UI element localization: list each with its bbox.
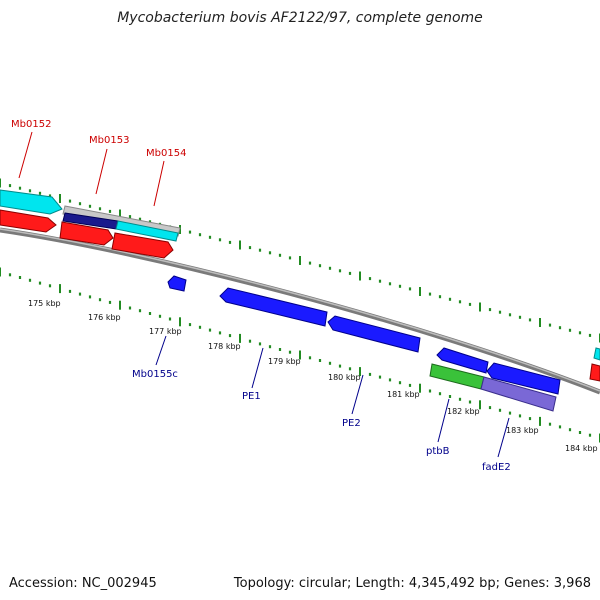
kbp-label: 184 kbp — [565, 444, 598, 453]
gene-cyan-1[interactable] — [0, 189, 63, 215]
kbp-label: 178 kbp — [208, 342, 241, 351]
gene-red-2[interactable] — [59, 221, 114, 246]
gene-mb0154-cyan[interactable] — [115, 220, 179, 242]
kbp-label: 182 kbp — [447, 407, 480, 416]
genome-backbone-highlight — [0, 228, 600, 392]
gene-ptbb-blue[interactable] — [436, 347, 489, 374]
gene-red-1[interactable] — [0, 209, 57, 233]
kbp-labels: 175 kbp 176 kbp 177 kbp 178 kbp 179 kbp … — [28, 299, 598, 453]
kbp-label: 175 kbp — [28, 299, 61, 308]
gene-label-mb0155c[interactable]: Mb0155c — [132, 369, 178, 380]
map-title: Mycobacterium bovis AF2122/97, complete … — [117, 10, 483, 26]
genome-backbone — [0, 227, 600, 395]
gene-label-mb0152[interactable]: Mb0152 — [11, 119, 51, 130]
kbp-label: 183 kbp — [506, 426, 539, 435]
kbp-label: 179 kbp — [268, 357, 301, 366]
reverse-gene-labels: Mb0155c PE1 PE2 ptbB fadE2 — [132, 335, 511, 473]
gene-red-3[interactable] — [111, 232, 174, 259]
gene-mb0155c[interactable] — [167, 275, 187, 292]
gene-label-fade2[interactable]: fadE2 — [482, 462, 511, 473]
kbp-label: 176 kbp — [88, 313, 121, 322]
gene-fade2[interactable] — [480, 376, 557, 412]
kbp-label: 177 kbp — [149, 327, 182, 336]
gene-label-pe2[interactable]: PE2 — [342, 418, 361, 429]
gene-pe1[interactable] — [219, 287, 328, 327]
genome-stats-text: Topology: circular; Length: 4,345,492 bp… — [233, 576, 591, 591]
gene-faddE2-blue[interactable] — [486, 362, 561, 395]
gene-label-mb0153[interactable]: Mb0153 — [89, 135, 129, 146]
gene-label-pe1[interactable]: PE1 — [242, 391, 261, 402]
kbp-label: 181 kbp — [387, 390, 420, 399]
reverse-features — [167, 275, 561, 412]
gene-red-right[interactable] — [589, 363, 600, 382]
tick-layer — [0, 178, 600, 443]
gene-label-ptbb[interactable]: ptbB — [426, 446, 450, 457]
gene-label-mb0154[interactable]: Mb0154 — [146, 148, 186, 159]
forward-features — [0, 189, 600, 382]
gene-pe2[interactable] — [327, 315, 421, 353]
gene-cyan-right[interactable] — [593, 347, 600, 361]
forward-gene-labels: Mb0152 Mb0153 Mb0154 — [11, 119, 186, 207]
kbp-label: 180 kbp — [328, 373, 361, 382]
accession-text: Accession: NC_002945 — [9, 576, 157, 591]
